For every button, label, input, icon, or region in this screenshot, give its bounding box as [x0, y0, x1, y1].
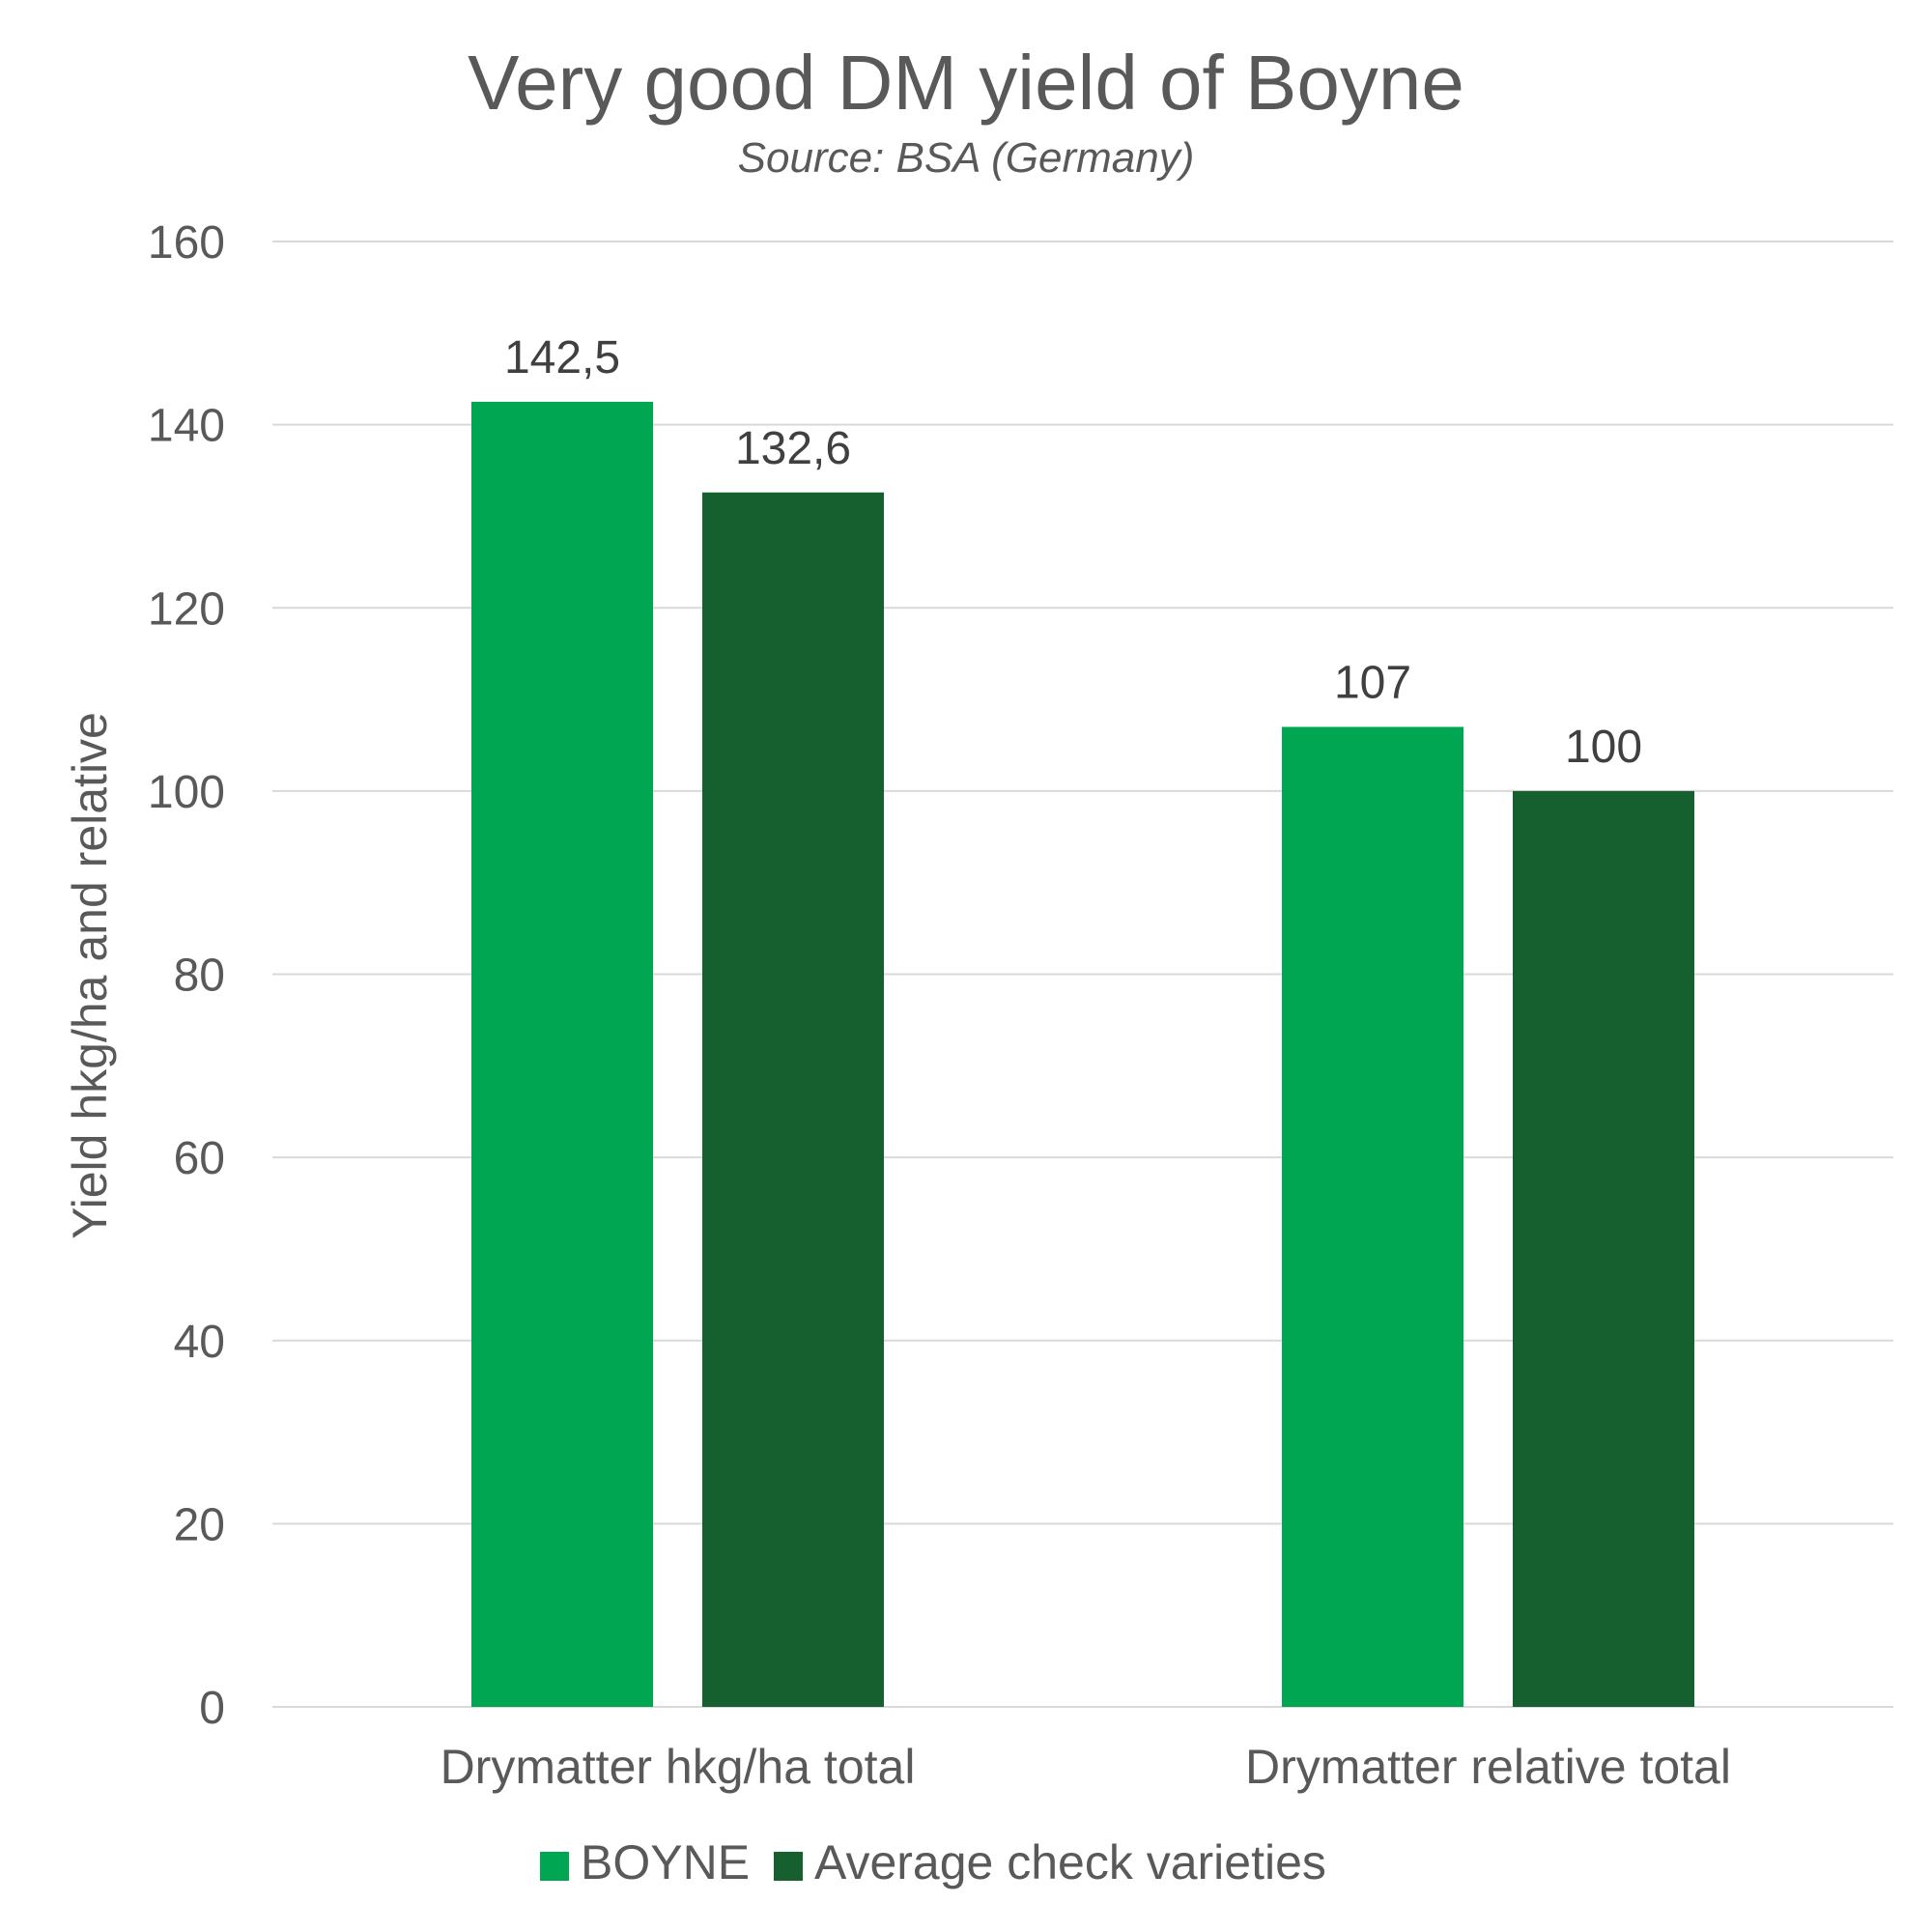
data-label: 100 — [1565, 722, 1642, 773]
y-tick-label: 20 — [174, 1499, 225, 1550]
x-tick-label: Drymatter relative total — [1245, 1740, 1731, 1794]
chart-title: Very good DM yield of Boyne — [468, 40, 1464, 126]
legend-swatch — [774, 1852, 803, 1881]
y-tick-label: 60 — [174, 1133, 225, 1184]
data-labels: 142,5 132,6 107 100 — [504, 332, 1642, 773]
bar — [471, 401, 653, 1707]
y-tick-label: 160 — [148, 217, 225, 269]
bars — [471, 401, 1694, 1707]
y-tick-label: 140 — [148, 401, 225, 452]
y-axis-label: Yield hkg/ha and relative — [63, 712, 117, 1239]
bar — [1513, 790, 1694, 1707]
y-tick-label: 100 — [148, 767, 225, 818]
legend-label: Average check varieties — [814, 1835, 1326, 1889]
data-label: 132,6 — [735, 423, 851, 474]
data-label: 142,5 — [504, 332, 620, 383]
y-axis-ticks: 0 20 40 60 80 100 120 140 160 — [148, 217, 225, 1734]
bar — [1282, 726, 1463, 1707]
data-label: 107 — [1334, 658, 1411, 709]
y-tick-label: 120 — [148, 583, 225, 635]
y-tick-label: 40 — [174, 1317, 225, 1368]
x-axis-ticks: Drymatter hkg/ha total Drymatter relative… — [440, 1740, 1731, 1794]
legend-label: BOYNE — [581, 1835, 750, 1889]
chart-subtitle: Source: BSA (Germany) — [738, 134, 1195, 182]
legend: BOYNE Average check varieties — [540, 1835, 1326, 1889]
y-tick-label: 0 — [199, 1683, 225, 1734]
legend-swatch — [540, 1852, 569, 1881]
x-tick-label: Drymatter hkg/ha total — [440, 1740, 916, 1794]
y-tick-label: 80 — [174, 951, 225, 1002]
bar — [702, 492, 884, 1707]
